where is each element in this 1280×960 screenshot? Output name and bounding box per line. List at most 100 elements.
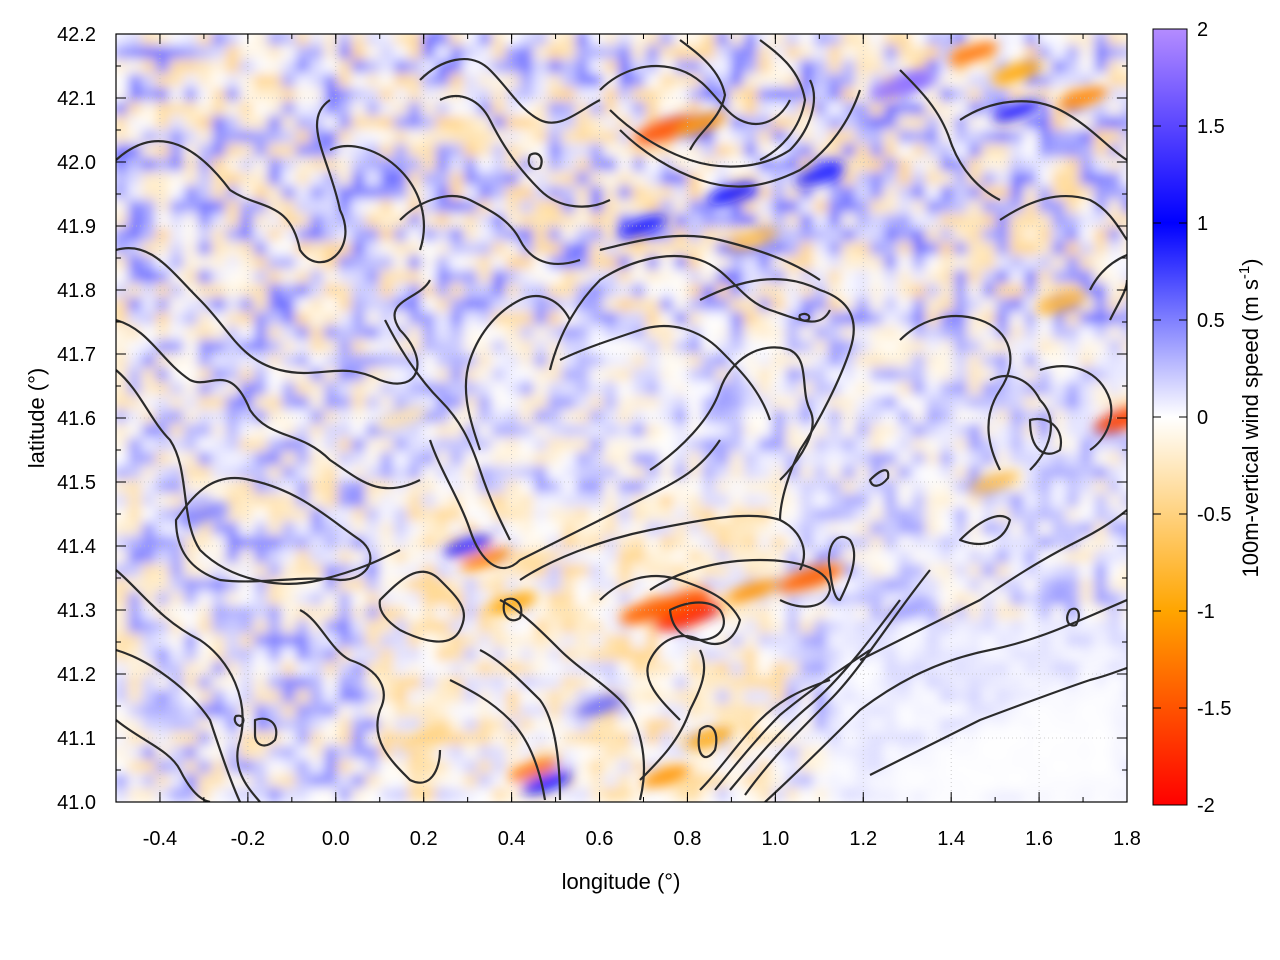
field-cell — [576, 494, 589, 507]
field-cell — [408, 424, 421, 437]
field-cell — [856, 298, 869, 311]
field-cell — [268, 746, 281, 759]
field-cell — [1066, 326, 1079, 339]
field-cell — [744, 466, 757, 479]
field-cell — [814, 788, 827, 801]
field-cell — [170, 746, 183, 759]
field-cell — [240, 116, 253, 129]
field-cell — [800, 662, 813, 675]
field-cell — [912, 102, 925, 115]
field-cell — [492, 438, 505, 451]
field-cell — [576, 690, 589, 703]
field-cell — [1108, 102, 1121, 115]
field-cell — [198, 718, 211, 731]
field-cell — [618, 760, 631, 773]
field-cell — [632, 410, 645, 423]
field-cell — [968, 578, 981, 591]
field-cell — [534, 88, 547, 101]
field-cell — [688, 214, 701, 227]
field-cell — [380, 788, 393, 801]
field-cell — [744, 270, 757, 283]
field-cell — [786, 298, 799, 311]
field-cell — [744, 634, 757, 647]
field-cell — [1024, 396, 1037, 409]
field-cell — [954, 214, 967, 227]
field-cell — [338, 620, 351, 633]
field-cell — [674, 228, 687, 241]
field-cell — [702, 676, 715, 689]
field-cell — [898, 648, 911, 661]
field-cell — [184, 60, 197, 73]
field-cell — [254, 774, 267, 787]
field-cell — [352, 116, 365, 129]
field-cell — [618, 704, 631, 717]
field-cell — [226, 256, 239, 269]
field-cell — [548, 256, 561, 269]
field-cell — [1010, 592, 1023, 605]
terrain-contours — [116, 39, 1127, 802]
field-cell — [772, 368, 785, 381]
field-cell — [436, 74, 449, 87]
field-cell — [1038, 676, 1051, 689]
field-cell — [1010, 508, 1023, 521]
field-cell — [632, 34, 645, 45]
field-cell — [884, 690, 897, 703]
field-cell — [394, 550, 407, 563]
field-cell — [590, 438, 603, 451]
field-cell — [562, 564, 575, 577]
field-cell — [240, 438, 253, 451]
contour-line — [869, 666, 1127, 776]
field-cell — [940, 228, 953, 241]
field-cell — [856, 326, 869, 339]
field-cell — [744, 102, 757, 115]
field-cell — [982, 200, 995, 213]
field-cell — [1080, 466, 1093, 479]
field-cell — [534, 130, 547, 143]
field-cell — [254, 550, 267, 563]
field-cell — [814, 298, 827, 311]
field-cell — [338, 88, 351, 101]
field-cell — [1038, 424, 1051, 437]
field-cell — [674, 102, 687, 115]
field-cell — [688, 480, 701, 493]
field-cell — [828, 102, 841, 115]
field-cell — [492, 228, 505, 241]
field-cell — [478, 116, 491, 129]
field-cell — [170, 340, 183, 353]
field-cell — [212, 298, 225, 311]
field-cell — [324, 354, 337, 367]
field-cell — [856, 396, 869, 409]
field-cell — [772, 88, 785, 101]
field-cell — [422, 424, 435, 437]
field-cell — [394, 242, 407, 255]
field-cell — [254, 368, 267, 381]
field-cell — [366, 200, 379, 213]
field-cell — [116, 214, 127, 227]
field-cell — [590, 648, 603, 661]
field-cell — [912, 242, 925, 255]
field-cell — [422, 270, 435, 283]
field-cell — [1066, 592, 1079, 605]
field-cell — [1122, 550, 1127, 563]
field-cell — [884, 354, 897, 367]
field-cell — [842, 284, 855, 297]
field-cell — [422, 74, 435, 87]
field-cell — [282, 312, 295, 325]
field-cell — [520, 312, 533, 325]
field-cell — [632, 340, 645, 353]
field-cell — [394, 494, 407, 507]
field-cell — [534, 410, 547, 423]
field-cell — [184, 228, 197, 241]
field-cell — [1052, 88, 1065, 101]
field-cell — [366, 662, 379, 675]
field-cell — [870, 676, 883, 689]
field-feature — [486, 592, 537, 615]
field-cell — [338, 326, 351, 339]
field-cell — [534, 578, 547, 591]
field-cell — [758, 130, 771, 143]
wind-field — [116, 34, 1127, 802]
field-cell — [394, 228, 407, 241]
field-cell — [968, 130, 981, 143]
field-cell — [128, 522, 141, 535]
field-cell — [688, 466, 701, 479]
